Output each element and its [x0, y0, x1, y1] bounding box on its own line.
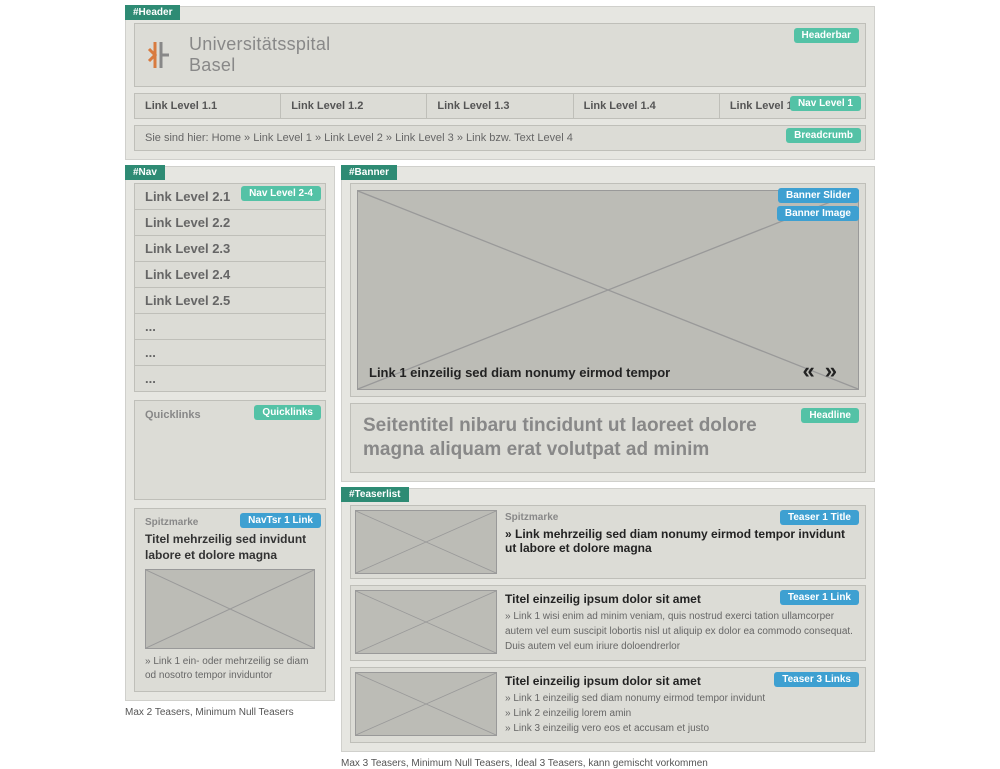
headline-badge: Headline: [801, 408, 859, 423]
teaserlist-region: #Teaserlist Teaser 1 Title Spitzmarke Li…: [341, 488, 875, 752]
header-bar: Headerbar Universitätsspital Basel: [134, 23, 866, 87]
teaserlist-region-tab: #Teaserlist: [341, 487, 409, 502]
placeholder-image: [355, 510, 497, 574]
breadcrumb-badge: Breadcrumb: [786, 128, 861, 143]
side-nav: Nav Level 2-4 Link Level 2.1 Link Level …: [134, 183, 326, 392]
placeholder-image: [145, 569, 315, 649]
nav-region: #Nav Nav Level 2-4 Link Level 2.1 Link L…: [125, 166, 335, 701]
teaser-badge: Teaser 1 Link: [780, 590, 859, 605]
placeholder-image: [355, 590, 497, 654]
banner-next-icon[interactable]: »: [825, 358, 847, 383]
side-nav-item[interactable]: Link Level 2.2: [135, 210, 325, 236]
side-nav-item[interactable]: Link Level 2.5: [135, 288, 325, 314]
teaser-badge: Teaser 1 Title: [780, 510, 859, 525]
teaser-row: Teaser 1 Link Titel einzeilig ipsum dolo…: [350, 585, 866, 661]
teaser-row: Teaser 1 Title Spitzmarke Link mehrzeili…: [350, 505, 866, 579]
nav-teaser-link[interactable]: Link 1 ein- oder mehrzeilig se diam od n…: [145, 655, 315, 683]
breadcrumb[interactable]: Breadcrumb Sie sind hier: Home » Link Le…: [134, 125, 866, 151]
nav-tab-2[interactable]: Link Level 1.2: [281, 94, 427, 118]
header-region-tab: #Header: [125, 5, 180, 20]
nav-teaser-title[interactable]: Titel mehrzeilig sed invidunt labore et …: [145, 532, 315, 563]
banner-region-tab: #Banner: [341, 165, 397, 180]
teaser-link[interactable]: Link 2 einzeilig lorem amin: [505, 706, 855, 721]
teaser-title[interactable]: Link mehrzeilig sed diam nonumy eirmod t…: [505, 527, 855, 555]
nav-teaser: NavTsr 1 Link Spitzmarke Titel mehrzeili…: [134, 508, 326, 692]
teaser-row: Teaser 3 Links Titel einzeilig ipsum dol…: [350, 667, 866, 743]
side-nav-item[interactable]: Link Level 2.4: [135, 262, 325, 288]
headerbar-badge: Headerbar: [794, 28, 859, 43]
logo-icon: [147, 38, 181, 72]
logo[interactable]: Universitätsspital Basel: [147, 34, 853, 76]
teaserlist-caption: Max 3 Teasers, Minimum Null Teasers, Ide…: [341, 758, 875, 769]
banner-caption[interactable]: Link 1 einzeilig sed diam nonumy eirmod …: [369, 365, 670, 380]
side-nav-item[interactable]: ...: [135, 314, 325, 340]
navtsr-badge: NavTsr 1 Link: [240, 513, 321, 528]
placeholder-image: [355, 672, 497, 736]
nav-tab-3[interactable]: Link Level 1.3: [427, 94, 573, 118]
side-nav-item[interactable]: ...: [135, 366, 325, 391]
nav-caption: Max 2 Teasers, Minimum Null Teasers: [125, 707, 335, 718]
teaser-badge: Teaser 3 Links: [774, 672, 859, 687]
banner-region: #Banner Banner Slider Banner Image Link …: [341, 166, 875, 482]
nav-region-tab: #Nav: [125, 165, 165, 180]
headline-box: Headline Seitentitel nibaru tincidunt ut…: [350, 403, 866, 473]
quicklinks-box: Quicklinks Quicklinks: [134, 400, 326, 500]
logo-text: Universitätsspital Basel: [189, 34, 330, 76]
banner-slider-badge: Banner Slider: [778, 188, 859, 203]
quicklinks-badge: Quicklinks: [254, 405, 321, 420]
nav-tab-4[interactable]: Link Level 1.4: [574, 94, 720, 118]
header-region: #Header Headerbar Universitätsspital Bas…: [125, 6, 875, 160]
side-nav-item[interactable]: ...: [135, 340, 325, 366]
nav-level2-badge: Nav Level 2-4: [241, 186, 321, 201]
nav-tab-1[interactable]: Link Level 1.1: [135, 94, 281, 118]
main-nav: Nav Level 1 Link Level 1.1 Link Level 1.…: [134, 93, 866, 119]
banner-image-badge: Banner Image: [777, 206, 859, 221]
banner-slider: Banner Slider Banner Image Link 1 einzei…: [350, 183, 866, 397]
breadcrumb-text: Sie sind hier: Home » Link Level 1 » Lin…: [145, 132, 573, 144]
teaser-link[interactable]: Link 3 einzeilig vero eos et accusam et …: [505, 721, 855, 736]
page-title: Seitentitel nibaru tincidunt ut laoreet …: [363, 414, 780, 462]
teaser-desc[interactable]: Link 1 wisi enim ad minim veniam, quis n…: [505, 609, 855, 654]
teaser-link[interactable]: Link 1 einzeilig sed diam nonumy eirmod …: [505, 691, 855, 706]
side-nav-item[interactable]: Link Level 2.3: [135, 236, 325, 262]
nav-level1-badge: Nav Level 1: [790, 96, 861, 111]
banner-prev-icon[interactable]: «: [803, 358, 825, 383]
